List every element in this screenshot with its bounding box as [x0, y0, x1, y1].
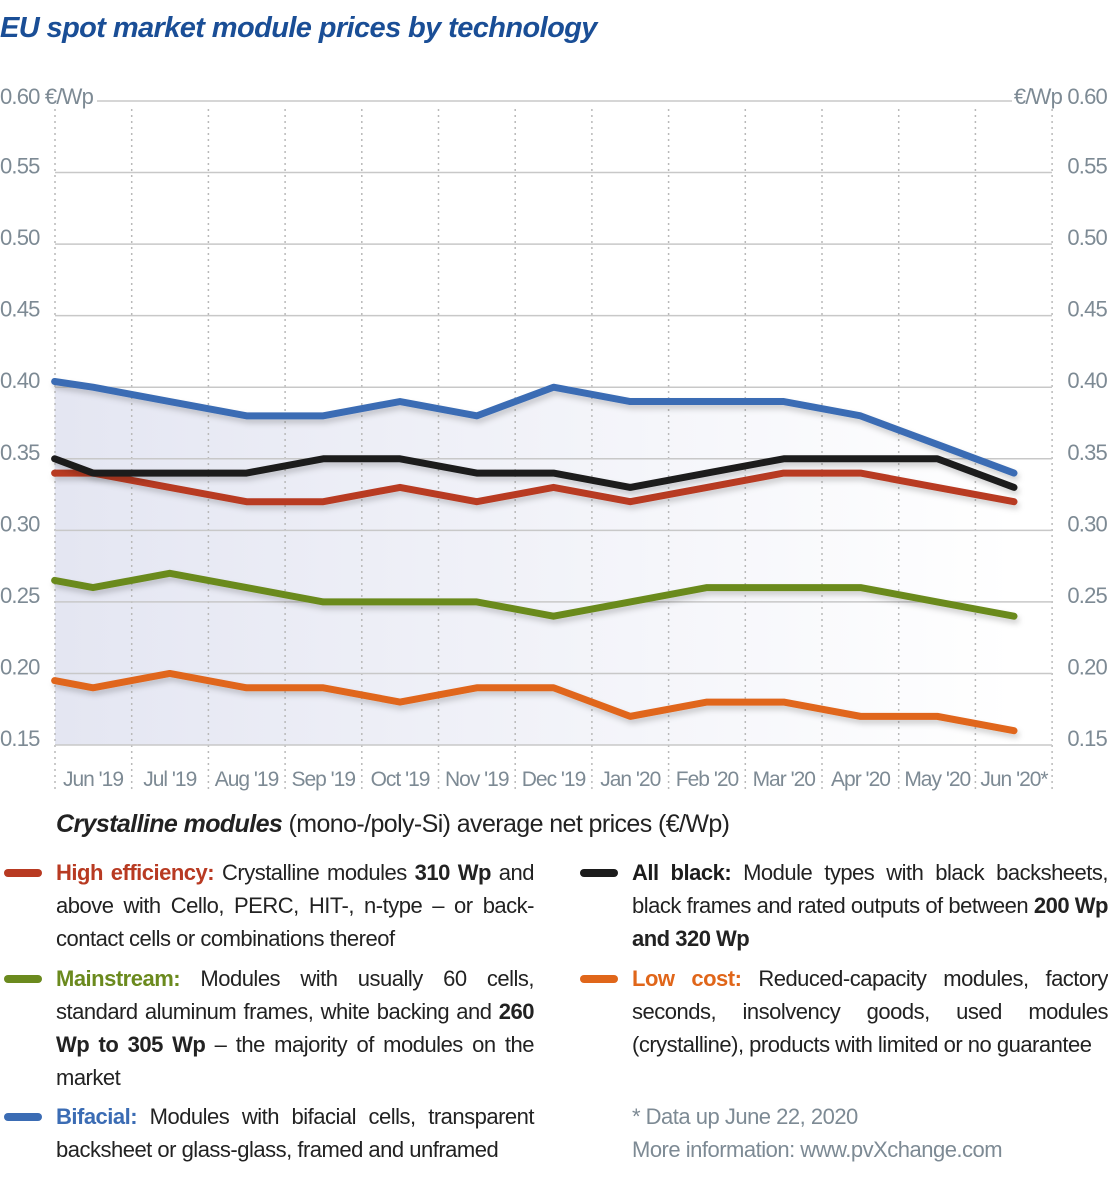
legend-swatch	[4, 975, 42, 983]
legend-emphasis: 310 Wp	[414, 860, 492, 885]
y-tick-label-right: 0.25	[1067, 583, 1107, 608]
series-line-all-black	[51, 455, 1018, 491]
legend-description: and above with Cello, PERC, HIT-, n-type…	[56, 860, 535, 951]
legend-bifacial: Bifacial: Modules with bifacial cells, t…	[4, 1100, 535, 1166]
legend-label: Mainstream:	[56, 966, 181, 991]
x-tick-label: Nov '19	[445, 768, 509, 791]
legend-description: Modules with usually 60 cells, standard …	[56, 966, 535, 1024]
subtitle-rest: (mono-/poly-Si) average net prices (€/Wp…	[282, 810, 730, 838]
subtitle-bold: Crystalline modules	[56, 810, 283, 838]
chart-title: EU spot market module prices by technolo…	[0, 12, 597, 44]
y-tick-label-left: 0.50	[0, 225, 40, 250]
legend-description: – the majority of modules on the market	[56, 1032, 535, 1090]
legend-emphasis: 260 Wp to 305 Wp	[56, 999, 535, 1057]
legend-description: Modules with bifacial cells, transparent…	[56, 1104, 535, 1162]
x-tick-label: Aug '19	[215, 768, 279, 791]
x-tick-label: Apr '20	[831, 768, 890, 791]
legend-swatch	[580, 869, 618, 877]
y-tick-label-left: 0.55	[0, 154, 40, 179]
x-tick-label: Jan '20	[600, 768, 660, 791]
x-tick-label: Sep '19	[291, 768, 355, 791]
series-line-high-efficiency	[51, 469, 1018, 506]
y-tick-label-right: 0.35	[1067, 440, 1107, 465]
x-tick-label: Jun '20*	[980, 768, 1048, 791]
legend-description: Module types with black backsheets, blac…	[632, 860, 1108, 918]
legend-label: All black:	[632, 860, 732, 885]
y-tick-label-right: 0.20	[1067, 654, 1107, 679]
line-chart: 0.55 0.55 0.50 0.50 0.45 0.45 0.40 0.40 0.35 0.35…	[0, 84, 1108, 792]
x-tick-label: May '20	[904, 768, 970, 791]
y-tick-label-left: 0.45	[0, 297, 40, 322]
legend-label: Bifacial:	[56, 1104, 138, 1129]
footnote: * Data up June 22, 2020 More information…	[632, 1100, 1003, 1166]
legend-mainstream: Mainstream: Modules with usually 60 cell…	[4, 962, 535, 1094]
legend-label: High efficiency:	[56, 860, 215, 885]
legend-high-efficiency: High efficiency: Crystalline modules 310…	[4, 856, 535, 955]
series-line-low-cost	[51, 669, 1018, 735]
y-tick-label-right: 0.40	[1067, 368, 1107, 393]
legend-swatch	[4, 869, 42, 877]
chart-subtitle: Crystalline modules (mono-/poly-Si) aver…	[56, 810, 730, 839]
y-tick-label-left: 0.20	[0, 654, 40, 679]
x-tick-label: Oct '19	[371, 768, 430, 791]
y-tick-label-right: 0.45	[1067, 297, 1107, 322]
series-line-bifacial	[51, 377, 1018, 477]
y-axis-label-left: 0.60 €/Wp	[0, 84, 94, 109]
legend-description: Reduced-capacity modules, factory second…	[632, 966, 1108, 1057]
y-axis-label-right: €/Wp 0.60	[1014, 84, 1108, 109]
y-tick-label-right: 0.15	[1067, 726, 1107, 751]
y-tick-label-left: 0.25	[0, 583, 40, 608]
legend-swatch	[4, 1113, 42, 1121]
y-tick-label-right: 0.30	[1067, 511, 1107, 536]
x-tick-label: Mar '20	[753, 768, 816, 791]
y-tick-label-right: 0.55	[1067, 154, 1107, 179]
x-tick-label: Dec '19	[522, 768, 586, 791]
legend-all-black: All black: Module types with black backs…	[580, 856, 1108, 955]
y-tick-label-left: 0.30	[0, 511, 40, 536]
footnote-source: More information: www.pvXchange.com	[632, 1137, 1003, 1162]
legend-description: Crystalline modules	[214, 860, 415, 885]
x-tick-label: Jul '19	[143, 768, 196, 791]
legend-low-cost: Low cost: Reduced-capacity modules, fact…	[580, 962, 1108, 1061]
y-tick-label-left: 0.35	[0, 440, 40, 465]
y-tick-label-left: 0.40	[0, 368, 40, 393]
series-line-mainstream	[51, 569, 1018, 620]
legend-emphasis: 200 Wp and 320 Wp	[632, 893, 1108, 951]
y-tick-label-right: 0.50	[1067, 225, 1107, 250]
x-tick-label: Feb '20	[676, 768, 739, 791]
x-tick-label: Jun '19	[63, 768, 123, 791]
legend-label: Low cost:	[632, 966, 742, 991]
footnote-date: * Data up June 22, 2020	[632, 1104, 858, 1129]
legend-swatch	[580, 975, 618, 983]
y-tick-label-left: 0.15	[0, 726, 40, 751]
